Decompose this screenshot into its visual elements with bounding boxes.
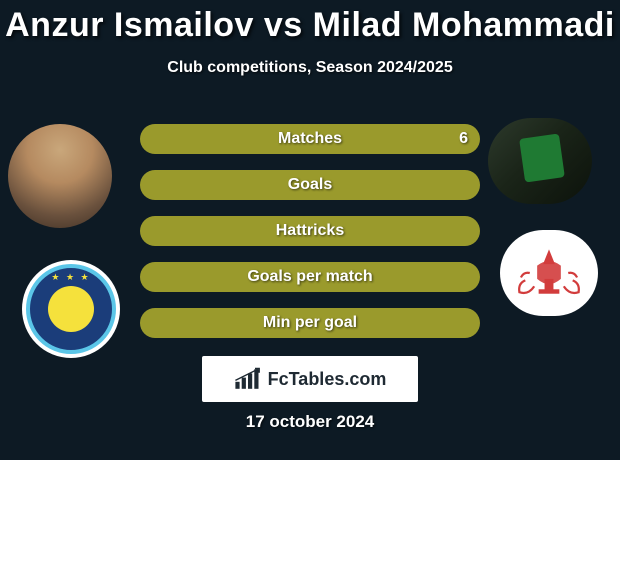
- stats-rows: Matches 6 Goals Hattricks Goals per matc…: [140, 124, 480, 354]
- brand-text: FcTables.com: [268, 369, 387, 390]
- page-title: Anzur Ismailov vs Milad Mohammadi: [0, 0, 620, 45]
- stat-right-value: 6: [459, 130, 468, 148]
- club-right-icon: [512, 243, 586, 303]
- stat-label: Hattricks: [276, 222, 344, 240]
- brand-badge[interactable]: FcTables.com: [202, 356, 418, 402]
- stat-row-gpm: Goals per match: [140, 262, 480, 292]
- club-left-badge-inner: [26, 264, 116, 354]
- stat-label: Min per goal: [263, 314, 357, 332]
- stat-row-hattricks: Hattricks: [140, 216, 480, 246]
- date-text: 17 october 2024: [0, 412, 620, 432]
- stat-label: Goals per match: [247, 268, 372, 286]
- stat-row-matches: Matches 6: [140, 124, 480, 154]
- player-left-avatar: [8, 124, 112, 228]
- brand-bars-icon: [234, 367, 262, 391]
- club-left-badge: [22, 260, 120, 358]
- comparison-card: Anzur Ismailov vs Milad Mohammadi Club c…: [0, 0, 620, 460]
- stat-row-goals: Goals: [140, 170, 480, 200]
- stat-label: Matches: [278, 130, 342, 148]
- player-right-avatar: [488, 118, 592, 204]
- club-right-badge: [500, 230, 598, 316]
- subtitle: Club competitions, Season 2024/2025: [0, 59, 620, 77]
- stat-label: Goals: [288, 176, 332, 194]
- stat-row-mpg: Min per goal: [140, 308, 480, 338]
